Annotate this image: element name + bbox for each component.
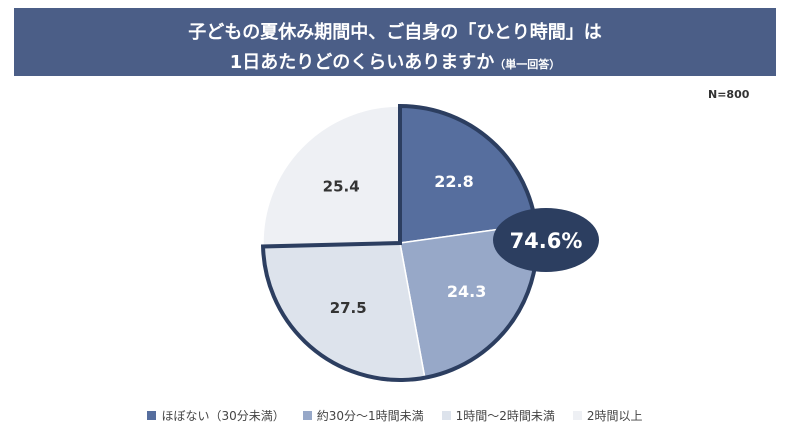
legend-item: 1時間〜2時間未満 (441, 407, 555, 424)
legend-label: 2時間以上 (586, 409, 643, 423)
title-line-1: 子どもの夏休み期間中、ご自身の「ひとり時間」は (188, 22, 602, 43)
sample-size: N=800 (708, 88, 750, 101)
pie-slice (262, 105, 401, 248)
legend-label: 1時間〜2時間未満 (455, 409, 555, 423)
data-label: 25.4 (323, 178, 360, 196)
title-line-2: 1日あたりどのくらいありますか (229, 52, 495, 73)
title-note: （単一回答） (494, 58, 561, 71)
legend-label: ほぼない（30分未満） (161, 409, 285, 423)
legend-label: 約30分〜1時間未満 (316, 409, 424, 423)
legend-item: 約30分〜1時間未満 (302, 407, 424, 424)
data-label: 27.5 (330, 299, 367, 317)
legend-swatch (147, 411, 157, 420)
legend-swatch (572, 411, 582, 420)
legend: ほぼない（30分未満） 約30分〜1時間未満 1時間〜2時間未満 2時間以上 (0, 407, 790, 424)
legend-item: 2時間以上 (572, 407, 643, 424)
legend-swatch (302, 411, 312, 420)
data-label: 22.8 (434, 172, 473, 191)
legend-swatch (441, 411, 451, 420)
chart-title: 子どもの夏休み期間中、ご自身の「ひとり時間」は 1日あたりどのくらいありますか（… (14, 8, 776, 76)
highlight-outline (260, 103, 539, 382)
highlight-callout (493, 208, 599, 272)
legend-item: ほぼない（30分未満） (147, 407, 285, 424)
data-label: 24.3 (447, 282, 486, 301)
highlight-label: 74.6% (510, 229, 583, 253)
